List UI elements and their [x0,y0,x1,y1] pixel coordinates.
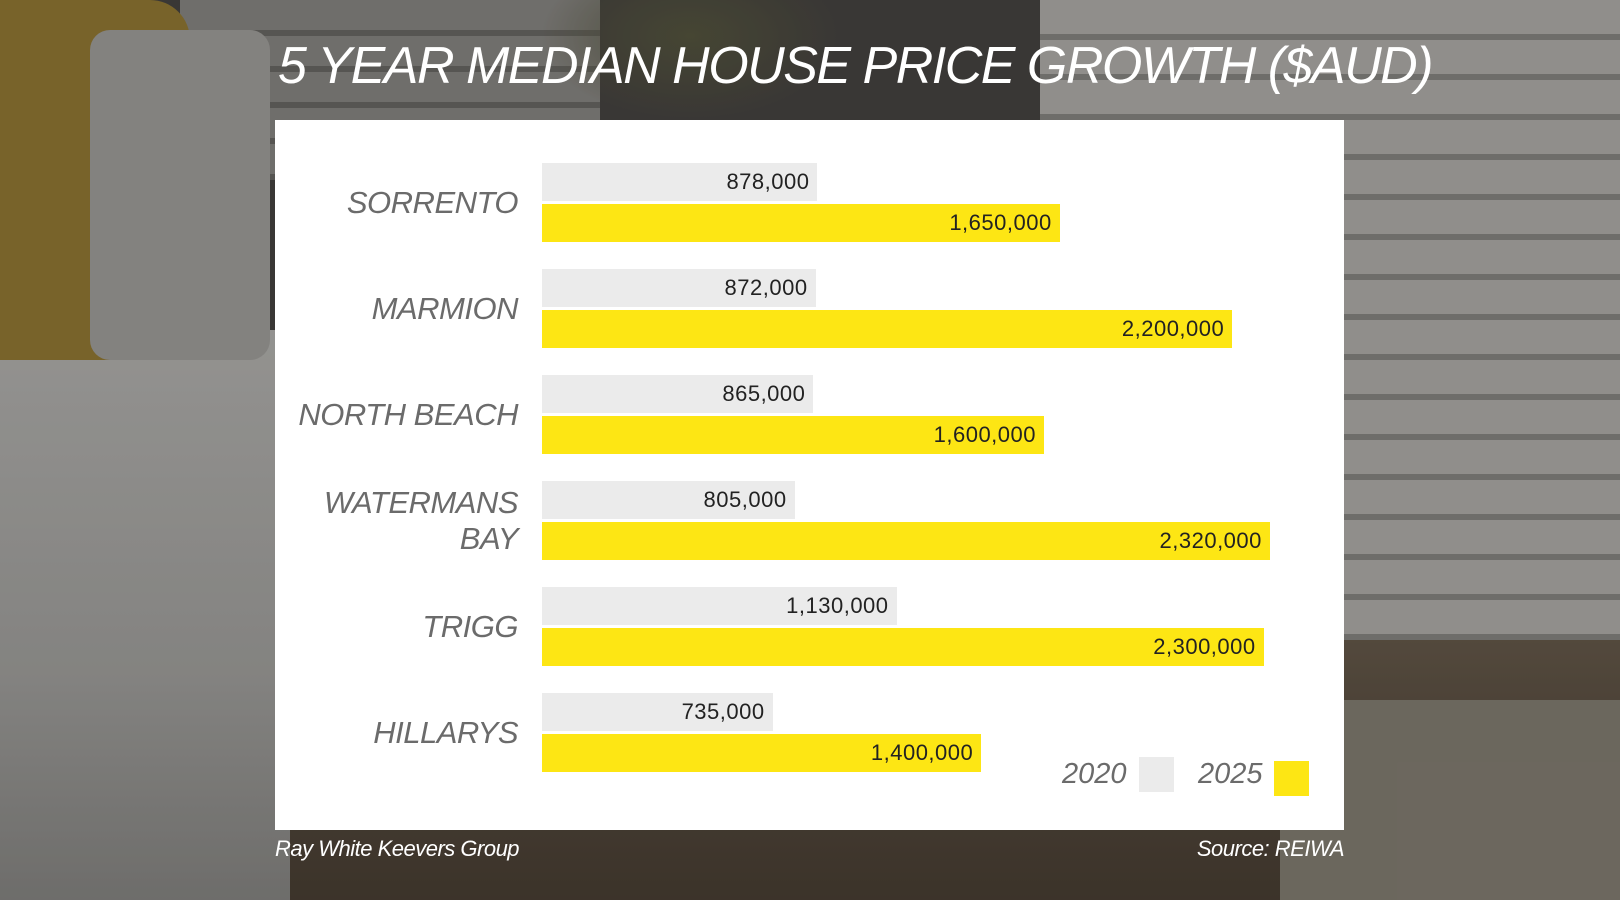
footer-brand: Ray White Keevers Group [275,836,520,861]
bar-value-label: 1,650,000 [949,210,1052,235]
bar-value-label: 1,400,000 [870,740,974,765]
category-label: MARMION [275,290,519,327]
bar-2020: 872,000 [542,269,816,307]
category-label-line: MARMION [371,290,519,326]
category-label: HILLARYS [275,715,518,751]
category-label: WATERMANS BAY [275,484,519,557]
bar-2025: 2,200,000 [542,310,1233,348]
bar-2025: 1,650,000 [542,204,1060,242]
bar-value-label: 1,600,000 [933,422,1036,447]
legend-swatch-2020 [1139,757,1174,792]
bar-value-label: 735,000 [681,699,765,724]
bar-value-label: 878,000 [726,169,810,194]
white-cushion [90,30,270,360]
category-label: SORRENTO [275,184,519,221]
category-label: NORTH BEACH [275,397,518,433]
bar-2020: 805,000 [542,481,795,519]
bar-value-label: 872,000 [724,275,808,300]
plant [540,0,840,120]
category-label-line: WATERMANS [323,484,519,520]
bar-2020: 735,000 [542,693,773,731]
bar-2025: 1,600,000 [542,416,1044,454]
bar-value-label: 2,200,000 [1121,316,1225,341]
bar-value-label: 2,300,000 [1153,634,1256,659]
bar-2020: 878,000 [542,163,818,201]
sofa [0,330,290,900]
legend-swatch-2025 [1274,761,1309,796]
category-label-line: SORRENTO [346,184,519,220]
bar-value-label: 805,000 [703,487,787,512]
bar-2020: 1,130,000 [542,587,897,625]
chart-panel: SORRENTO 878,000 1,650,000 MARMION 872,000 2,… [275,120,1344,830]
bar-2025: 2,300,000 [542,628,1264,666]
bar-value-label: 2,320,000 [1159,528,1262,553]
category-label-line: NORTH BEACH [298,396,518,432]
bar-2025: 2,320,000 [542,522,1270,560]
bar-value-label: 865,000 [722,381,806,406]
chart-title: 5 YEAR MEDIAN HOUSE PRICE GROWTH ($AUD) [278,37,1434,95]
category-label: TRIGG [275,609,518,645]
footer-source: Source: REIWA [1196,836,1345,861]
legend-label-2020: 2020 [1062,758,1127,790]
category-label-line: TRIGG [422,608,518,644]
bar-2020: 865,000 [542,375,814,413]
category-label-line: BAY [459,520,519,556]
bar-2025: 1,400,000 [542,734,982,772]
category-label-line: HILLARYS [373,714,518,750]
legend-label-2025: 2025 [1198,758,1263,790]
bar-value-label: 1,130,000 [786,593,889,618]
